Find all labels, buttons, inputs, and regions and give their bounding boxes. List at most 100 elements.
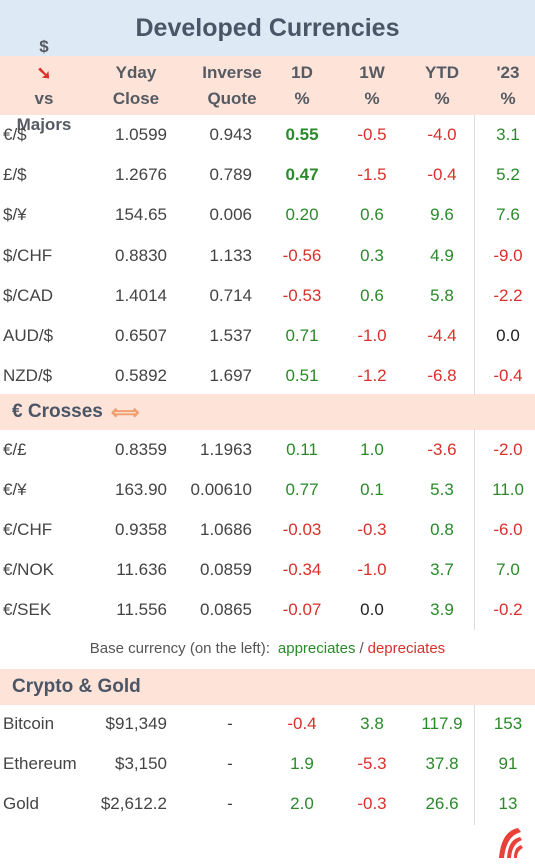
header-ytd: YTD %: [410, 56, 474, 115]
change-1w: -0.3: [357, 520, 387, 539]
change-ytd: 3.7: [430, 560, 454, 579]
table-row: NZD/$ 0.5892 1.697 0.51 -1.2 -6.8 -0.4: [0, 356, 535, 396]
change-1w: -1.0: [357, 560, 387, 579]
column-divider: [474, 115, 475, 394]
crosses-section-header: € Crosses ⟺: [0, 394, 535, 430]
header-2023-line1: '23: [496, 62, 520, 82]
yday-close: 163.90: [115, 480, 167, 499]
row-label: Gold: [3, 794, 39, 813]
brand-logo-icon: [499, 828, 523, 858]
change-1w: 3.8: [360, 714, 384, 733]
header-2023: '23 %: [478, 56, 535, 115]
change-2023: 0.0: [496, 326, 520, 345]
yday-close: 1.4014: [115, 285, 167, 305]
table-row: $/CAD 1.4014 0.714 -0.53 0.6 5.8 -2.2: [0, 276, 535, 316]
row-label: Bitcoin: [3, 714, 55, 733]
row-label: €/¥: [3, 480, 27, 499]
yday-close: $91,349: [105, 714, 167, 733]
change-2023: -0.4: [493, 366, 523, 386]
change-ytd: -4.4: [427, 326, 457, 345]
yday-close: 0.8830: [115, 245, 167, 265]
row-label: AUD/$: [3, 326, 54, 345]
yday-close: 1.0599: [115, 125, 167, 144]
table-row: Gold $2,612.2 - 2.0 -0.3 26.6 13: [0, 784, 535, 824]
row-label: NZD/$: [3, 366, 53, 386]
yday-close: 1.2676: [115, 165, 167, 185]
change-ytd: -3.6: [427, 440, 457, 459]
header-1w-line1: 1W: [359, 62, 385, 82]
swap-arrows-icon: ⟺: [110, 401, 140, 424]
header-majors: Majors: [16, 114, 72, 134]
inverse-quote: 1.133: [209, 245, 252, 265]
change-2023: -2.0: [493, 440, 523, 459]
inverse-quote: -: [227, 794, 233, 813]
inverse-quote: 0.0859: [200, 560, 252, 579]
change-1d: 1.9: [290, 754, 314, 773]
page-title: Developed Currencies: [0, 0, 535, 56]
change-2023: -6.0: [493, 520, 523, 539]
change-2023: 7.0: [496, 560, 520, 579]
inverse-quote: 1.697: [209, 366, 252, 386]
yday-close: 0.6507: [115, 326, 167, 345]
inverse-quote: -: [227, 754, 233, 773]
row-label: Ethereum: [3, 754, 77, 773]
table-row: €/NOK 11.636 0.0859 -0.34 -1.0 3.7 7.0: [0, 550, 535, 590]
change-ytd: 0.8: [430, 520, 454, 539]
yday-close: $3,150: [115, 754, 167, 773]
change-1w: -1.0: [357, 326, 387, 345]
row-label: €/$: [3, 125, 27, 144]
header-dollar: $: [39, 36, 49, 56]
change-2023: 7.6: [496, 205, 520, 225]
column-divider: [474, 430, 475, 630]
change-1w: -5.3: [357, 754, 387, 773]
table-row: €/$ 1.0599 0.943 0.55 -0.5 -4.0 3.1: [0, 115, 535, 155]
row-label: $/CAD: [3, 285, 54, 305]
change-2023: 153: [493, 714, 523, 733]
yday-close: $2,612.2: [100, 794, 167, 813]
header-1w-line2: %: [364, 88, 380, 108]
yday-close: 11.636: [116, 560, 167, 579]
legend-depreciates: depreciates: [367, 639, 446, 657]
change-2023: 11.0: [492, 480, 524, 499]
color-legend: Base currency (on the left): appreciates…: [0, 632, 535, 664]
legend-prefix: Base currency (on the left):: [89, 639, 270, 657]
inverse-quote: 0.0865: [200, 600, 252, 619]
yday-close: 0.9358: [115, 520, 167, 539]
change-1w: 0.1: [360, 480, 384, 499]
change-2023: 5.2: [496, 165, 520, 185]
legend-separator: /: [359, 639, 364, 657]
change-ytd: 117.9: [421, 714, 463, 733]
yday-close: 0.5892: [115, 366, 167, 386]
table-row: $/¥ 154.65 0.006 0.20 0.6 9.6 7.6: [0, 195, 535, 235]
change-1w: -0.5: [357, 125, 387, 144]
change-1w: 0.6: [360, 205, 384, 225]
change-1d: -0.4: [287, 714, 317, 733]
inverse-quote: 0.00610: [190, 480, 252, 499]
change-ytd: -4.0: [427, 125, 457, 144]
change-1d: -0.07: [282, 600, 322, 619]
change-1d: 2.0: [290, 794, 314, 813]
header-vs: vs: [34, 88, 54, 108]
change-1w: 1.0: [360, 440, 384, 459]
yday-close: 0.8359: [115, 440, 167, 459]
header-pair: $ ➘ vs Majors: [0, 37, 88, 134]
row-label: £/$: [3, 165, 27, 185]
change-ytd: 5.3: [430, 480, 454, 499]
column-divider: [474, 705, 475, 825]
header-1w: 1W %: [340, 56, 404, 115]
row-label: €/NOK: [3, 560, 55, 579]
table-row: €/SEK 11.556 0.0865 -0.07 0.0 3.9 -0.2: [0, 590, 535, 630]
change-1d: 0.51: [285, 366, 319, 386]
table-row: €/£ 0.8359 1.1963 0.11 1.0 -3.6 -2.0: [0, 430, 535, 470]
table-row: €/¥ 163.90 0.00610 0.77 0.1 5.3 11.0: [0, 470, 535, 510]
change-1d: 0.55: [285, 125, 319, 144]
change-1d: 0.47: [285, 165, 319, 185]
change-1d: 0.20: [285, 205, 319, 225]
header-inverse: Inverse Quote: [192, 56, 272, 115]
table-header: $ ➘ vs Majors Yday Close Inverse Quote 1…: [0, 37, 535, 134]
change-2023: 3.1: [496, 125, 520, 144]
inverse-quote: 1.1963: [200, 440, 252, 459]
row-label: €/CHF: [3, 520, 53, 539]
row-label: $/CHF: [3, 245, 53, 265]
table-row: £/$ 1.2676 0.789 0.47 -1.5 -0.4 5.2: [0, 155, 535, 195]
